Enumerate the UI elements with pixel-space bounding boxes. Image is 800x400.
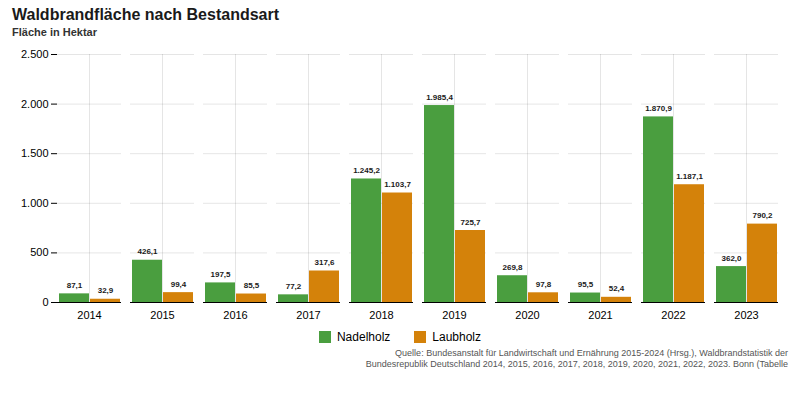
svg-text:269,8: 269,8 <box>502 263 523 272</box>
svg-text:87,1: 87,1 <box>67 281 83 290</box>
svg-text:362,0: 362,0 <box>721 254 742 263</box>
html-text:Fläche in Hektar: Fläche in Hektar <box>12 26 97 38</box>
svg-text:1.000: 1.000 <box>21 197 49 209</box>
svg-text:2023: 2023 <box>734 309 758 321</box>
svg-text:500: 500 <box>30 246 48 258</box>
svg-text:2014: 2014 <box>77 309 101 321</box>
svg-text:32,9: 32,9 <box>98 286 114 295</box>
svg-text:2015: 2015 <box>150 309 174 321</box>
svg-text:2.500: 2.500 <box>21 48 49 60</box>
html-text:Laubholz: Laubholz <box>432 330 481 344</box>
svg-text:2018: 2018 <box>369 309 393 321</box>
svg-text:2016: 2016 <box>223 309 247 321</box>
svg-text:790,2: 790,2 <box>752 211 773 220</box>
svg-text:426,1: 426,1 <box>137 247 158 256</box>
svg-text:317,6: 317,6 <box>314 258 335 267</box>
svg-text:0: 0 <box>42 296 48 308</box>
svg-text:2020: 2020 <box>515 309 539 321</box>
svg-text:99,4: 99,4 <box>171 280 187 289</box>
svg-text:1.187,1: 1.187,1 <box>676 172 703 181</box>
html-text:Waldbrandfläche nach Bestandsa: Waldbrandfläche nach Bestandsart <box>12 6 279 23</box>
svg-text:2021: 2021 <box>588 309 612 321</box>
html-text:Quelle: Bundesanstalt für Land: Quelle: Bundesanstalt für Landwirtschaft… <box>365 348 788 369</box>
svg-text:95,5: 95,5 <box>578 280 594 289</box>
svg-text:2022: 2022 <box>661 309 685 321</box>
svg-text:1.985,4: 1.985,4 <box>426 93 453 102</box>
svg-text:1.103,7: 1.103,7 <box>384 180 411 189</box>
html-text:Nadelholz: Nadelholz <box>337 330 391 344</box>
svg-text:2.000: 2.000 <box>21 98 49 110</box>
svg-text:2019: 2019 <box>442 309 466 321</box>
svg-text:1.870,9: 1.870,9 <box>645 104 672 113</box>
svg-text:77,2: 77,2 <box>286 282 302 291</box>
svg-text:97,8: 97,8 <box>536 280 552 289</box>
svg-text:197,5: 197,5 <box>210 270 231 279</box>
svg-text:85,5: 85,5 <box>244 281 260 290</box>
svg-text:2017: 2017 <box>296 309 320 321</box>
svg-text:725,7: 725,7 <box>460 218 481 227</box>
svg-text:1.245,2: 1.245,2 <box>353 166 380 175</box>
svg-text:1.500: 1.500 <box>21 147 49 159</box>
svg-text:52,4: 52,4 <box>609 284 625 293</box>
